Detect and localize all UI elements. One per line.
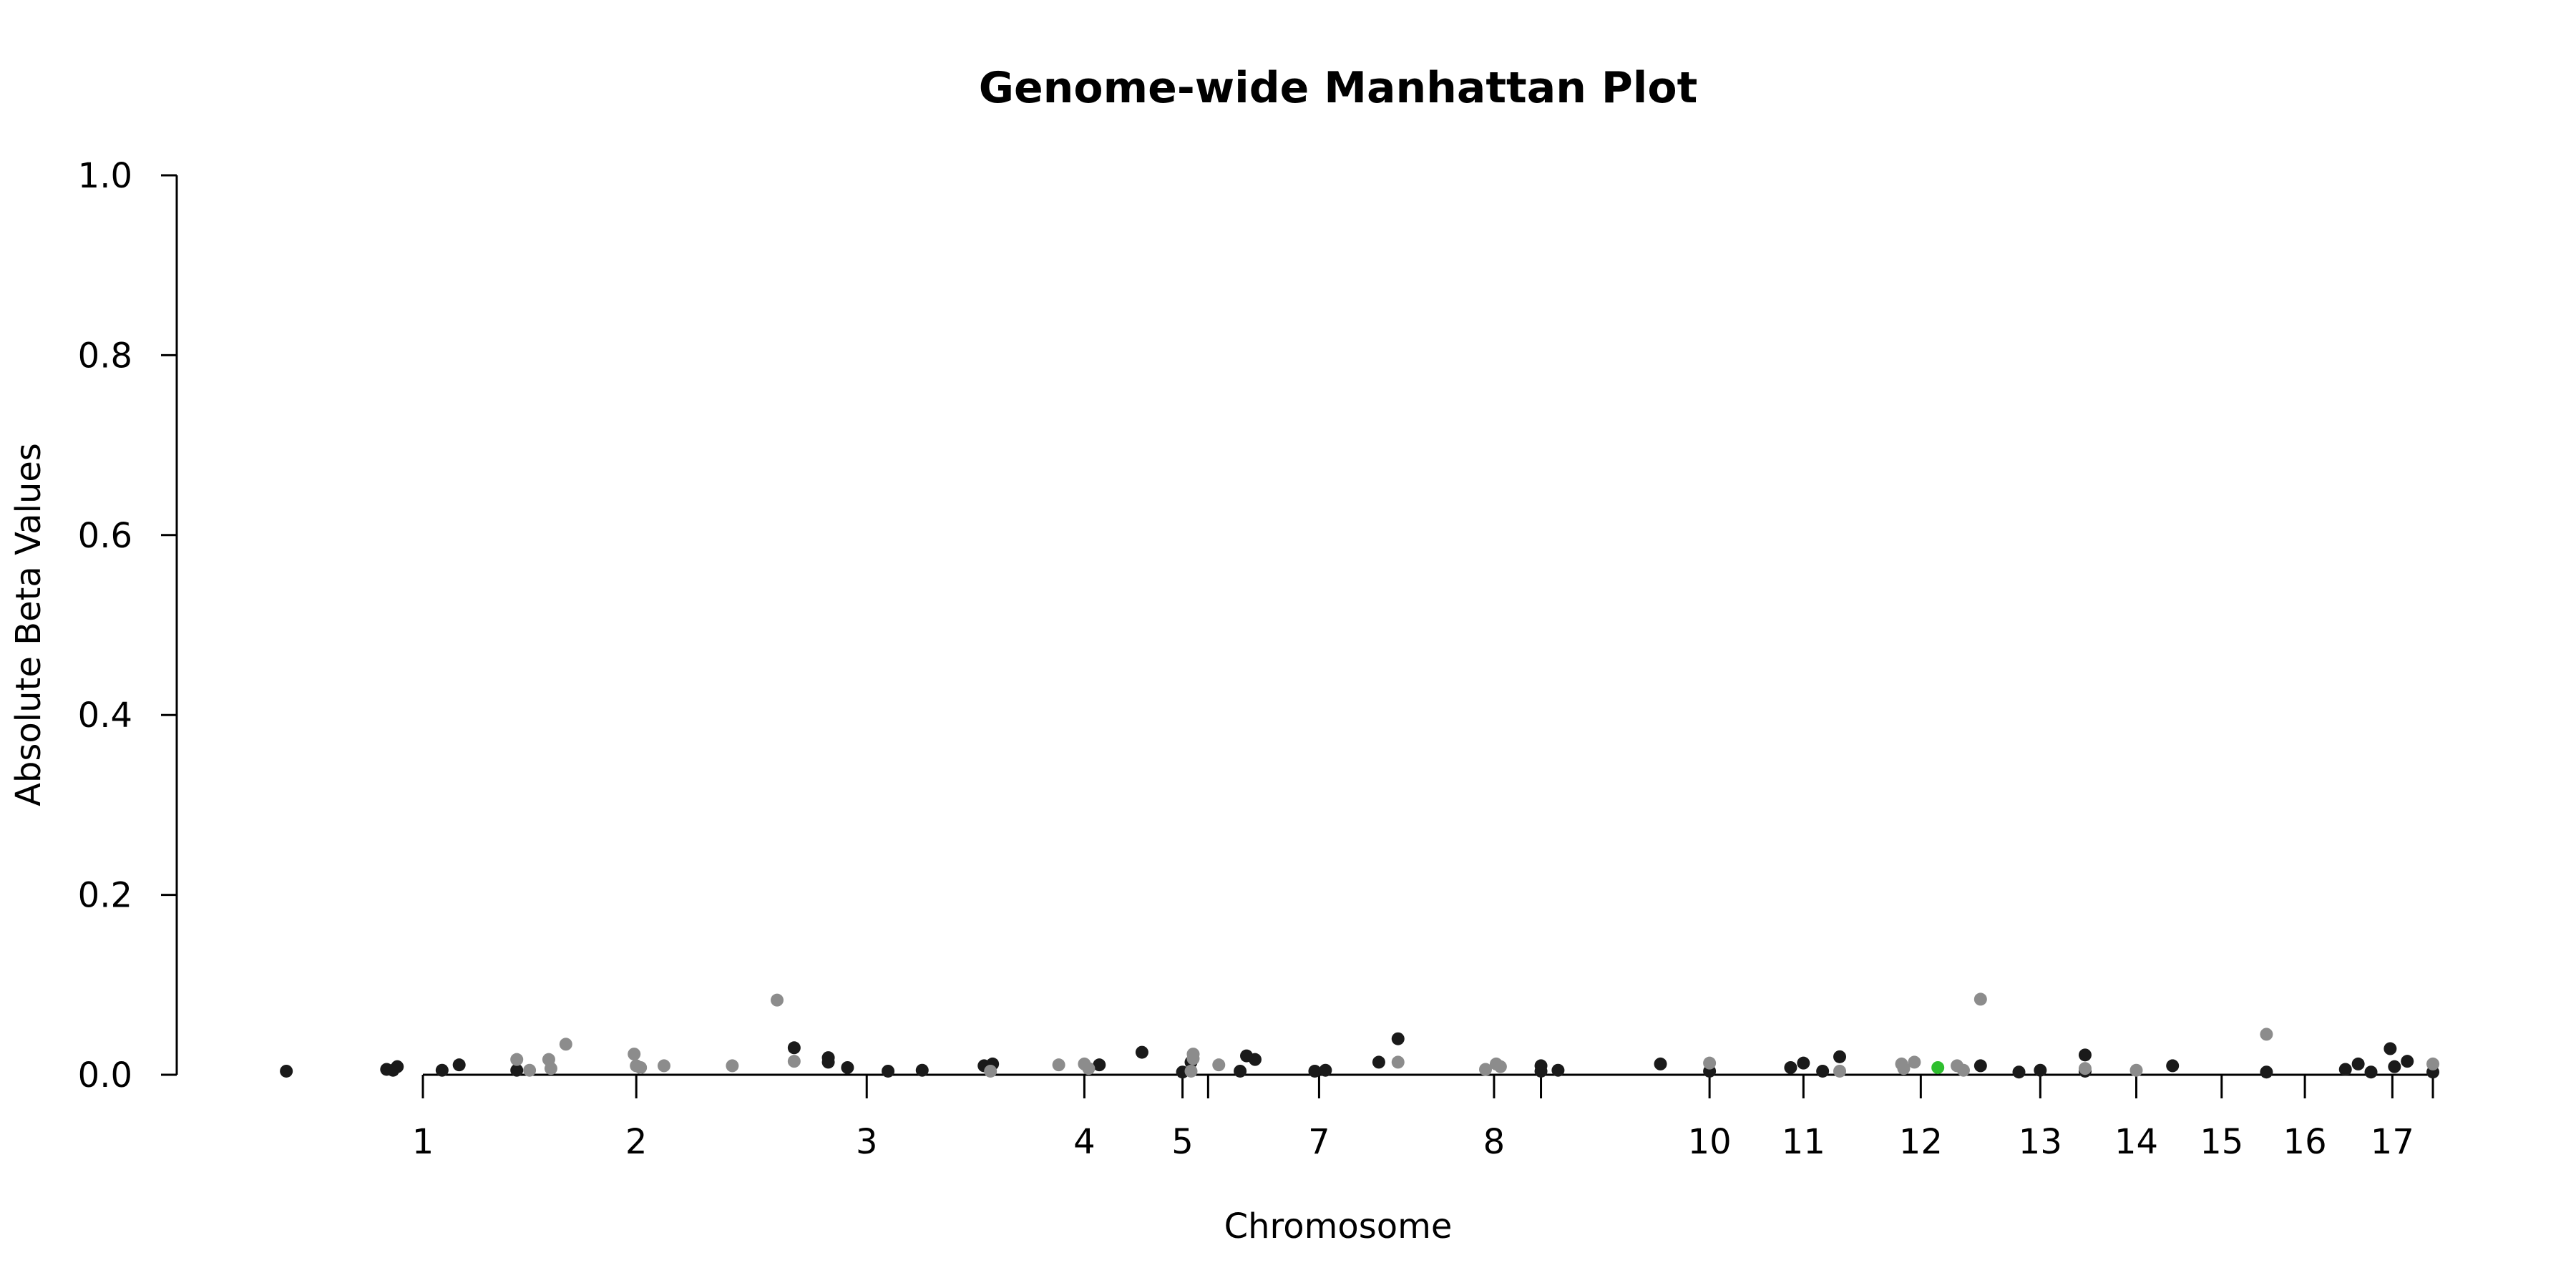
data-point bbox=[821, 1055, 835, 1069]
data-point bbox=[1551, 1063, 1565, 1077]
data-point bbox=[634, 1060, 648, 1074]
data-point bbox=[1052, 1058, 1065, 1072]
data-point bbox=[1184, 1064, 1198, 1078]
data-point bbox=[1308, 1064, 1322, 1078]
x-tick-label: 15 bbox=[2200, 1122, 2243, 1162]
x-tick-label: 17 bbox=[2371, 1122, 2414, 1162]
data-point bbox=[882, 1064, 895, 1078]
data-point bbox=[523, 1063, 537, 1077]
data-point bbox=[544, 1062, 557, 1075]
data-point bbox=[435, 1063, 449, 1077]
data-point bbox=[2012, 1065, 2026, 1079]
data-point bbox=[1319, 1063, 1332, 1077]
data-point bbox=[1479, 1063, 1493, 1076]
data-point bbox=[2166, 1059, 2180, 1073]
data-point bbox=[2384, 1042, 2397, 1055]
data-point bbox=[1082, 1062, 1096, 1075]
data-point bbox=[771, 993, 784, 1007]
data-point bbox=[984, 1064, 997, 1078]
chart-title: Genome-wide Manhattan Plot bbox=[979, 63, 1698, 113]
x-tick-label: 11 bbox=[1782, 1122, 1825, 1162]
data-point bbox=[1234, 1064, 1247, 1078]
x-tick-label: 4 bbox=[1073, 1122, 1096, 1162]
data-point bbox=[1372, 1055, 1385, 1069]
data-point bbox=[2401, 1055, 2414, 1068]
data-point bbox=[1908, 1055, 1921, 1069]
data-point bbox=[1897, 1062, 1911, 1075]
y-axis-label: Absolute Beta Values bbox=[9, 443, 49, 806]
data-point bbox=[452, 1058, 466, 1072]
data-point bbox=[2388, 1060, 2401, 1073]
y-tick-label: 0.8 bbox=[78, 336, 132, 376]
y-tick-label: 0.0 bbox=[78, 1055, 132, 1096]
data-point bbox=[1703, 1056, 1717, 1070]
y-tick-label: 0.2 bbox=[78, 876, 132, 916]
data-point bbox=[1212, 1058, 1226, 1072]
data-point bbox=[1391, 1055, 1405, 1069]
data-point bbox=[1186, 1052, 1200, 1065]
x-tick-label: 3 bbox=[856, 1122, 878, 1162]
data-point bbox=[2260, 1028, 2273, 1041]
y-tick-label: 0.4 bbox=[78, 696, 132, 736]
data-point bbox=[628, 1048, 641, 1061]
x-tick-label: 14 bbox=[2114, 1122, 2158, 1162]
data-point bbox=[2034, 1063, 2047, 1077]
data-point bbox=[1493, 1060, 1507, 1073]
data-point bbox=[726, 1059, 739, 1073]
data-point bbox=[510, 1063, 524, 1077]
x-tick-label: 8 bbox=[1483, 1122, 1506, 1162]
data-point bbox=[1534, 1064, 1548, 1078]
data-point bbox=[1833, 1064, 1847, 1078]
data-point bbox=[1248, 1053, 1262, 1066]
x-tick-label: 7 bbox=[1308, 1122, 1330, 1162]
data-point bbox=[1093, 1058, 1106, 1072]
data-point bbox=[1833, 1050, 1847, 1063]
x-axis: 1 2 3 4 5 7 8 10 11 12 13 14 15 16 17 bbox=[412, 1073, 2434, 1162]
data-point bbox=[787, 1055, 801, 1068]
data-point bbox=[2426, 1057, 2439, 1070]
y-tick-label: 1.0 bbox=[78, 156, 132, 196]
data-point bbox=[841, 1060, 854, 1074]
y-tick-label: 0.6 bbox=[78, 516, 132, 556]
data-point bbox=[391, 1060, 404, 1073]
data-point bbox=[2351, 1057, 2365, 1070]
data-point bbox=[2078, 1062, 2092, 1075]
data-point bbox=[2078, 1048, 2092, 1062]
data-point bbox=[559, 1038, 572, 1051]
data-point bbox=[1956, 1063, 1970, 1077]
x-tick-label: 5 bbox=[1171, 1122, 1194, 1162]
x-tick-label: 10 bbox=[1688, 1122, 1732, 1162]
x-tick-label: 16 bbox=[2283, 1122, 2327, 1162]
data-point bbox=[2129, 1063, 2143, 1077]
data-point bbox=[1797, 1056, 1810, 1070]
data-point bbox=[1974, 992, 1987, 1006]
data-point bbox=[1931, 1060, 1945, 1074]
data-points bbox=[280, 992, 2439, 1079]
data-point bbox=[2260, 1065, 2273, 1079]
y-axis: 0.0 0.2 0.4 0.6 0.8 1.0 bbox=[78, 156, 178, 1096]
data-point bbox=[2364, 1065, 2378, 1079]
data-point bbox=[1784, 1060, 1797, 1074]
x-axis-label: Chromosome bbox=[1224, 1206, 1453, 1246]
x-tick-label: 12 bbox=[1899, 1122, 1943, 1162]
data-point bbox=[1974, 1059, 1987, 1073]
data-point bbox=[1135, 1045, 1148, 1059]
data-point bbox=[2338, 1063, 2352, 1076]
data-point bbox=[1816, 1064, 1830, 1078]
x-tick-label: 2 bbox=[625, 1122, 648, 1162]
data-point bbox=[510, 1053, 524, 1066]
data-point bbox=[657, 1059, 670, 1073]
data-point bbox=[1391, 1032, 1405, 1045]
data-point bbox=[915, 1063, 929, 1077]
data-point bbox=[787, 1041, 801, 1055]
x-tick-label: 1 bbox=[412, 1122, 434, 1162]
data-point bbox=[280, 1064, 293, 1078]
data-point bbox=[1654, 1057, 1667, 1070]
x-tick-label: 13 bbox=[2019, 1122, 2062, 1162]
